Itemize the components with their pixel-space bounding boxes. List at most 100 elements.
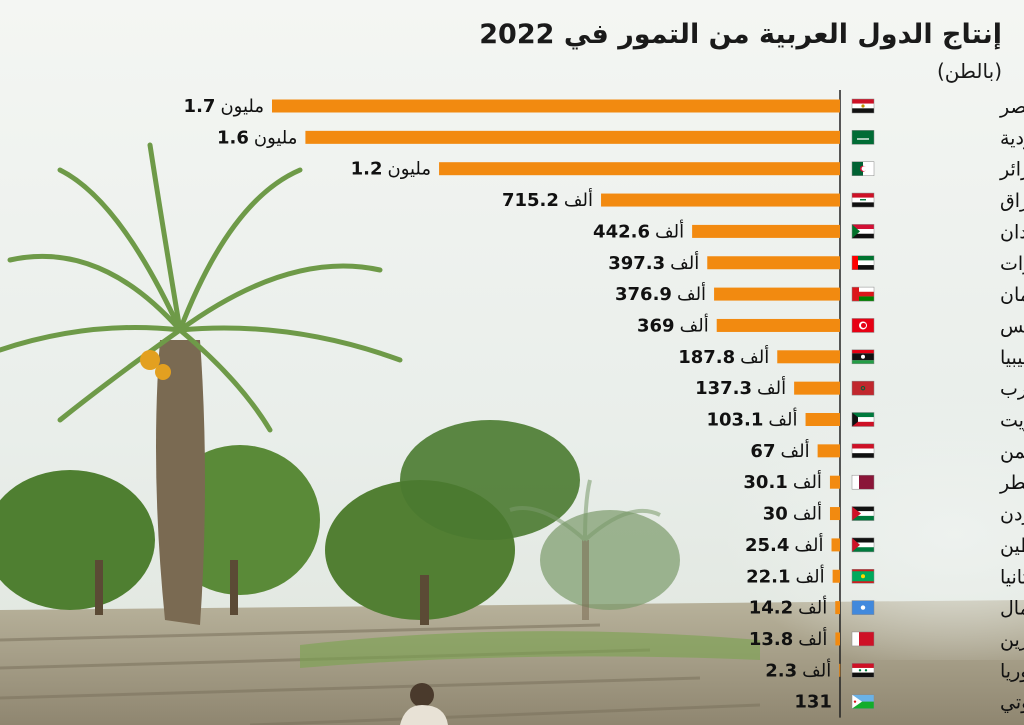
bar	[839, 663, 841, 677]
jordan-flag-icon	[851, 506, 875, 521]
chart-title: إنتاج الدول العربية من التمور في 2022	[479, 19, 1002, 50]
value-number: 30.1	[743, 472, 787, 493]
bar	[714, 287, 840, 301]
tunisia-flag-icon	[851, 318, 875, 333]
djibouti-flag-icon	[851, 694, 875, 709]
bar	[777, 350, 840, 364]
value-number: 369	[637, 315, 675, 336]
value-number: 1.7	[184, 96, 216, 117]
value-unit: ألف	[740, 345, 769, 368]
value-label: 442.6 ألف	[593, 219, 684, 242]
palestine-flag-icon	[851, 537, 875, 553]
bar	[831, 538, 840, 552]
bar	[305, 130, 841, 144]
value-number: 187.8	[678, 347, 735, 368]
value-unit: ألف	[768, 408, 797, 431]
value-unit: مليون	[254, 127, 298, 148]
country-label: الإمارات	[1000, 253, 1024, 275]
value-label: 22.1 ألف	[746, 564, 825, 587]
value-unit: ألف	[798, 596, 827, 619]
value-unit: ألف	[794, 533, 823, 556]
mauritania-flag-icon	[851, 569, 875, 584]
algeria-flag-icon	[851, 161, 875, 176]
country-label: سوريا	[1000, 660, 1024, 682]
morocco-flag-icon	[851, 380, 875, 396]
qatar-flag-icon	[851, 474, 875, 490]
bar	[805, 413, 840, 426]
value-label: 14.2 ألف	[749, 596, 828, 619]
value-unit: ألف	[670, 251, 699, 274]
country-label: موريتانيا	[1000, 566, 1024, 588]
kuwait-flag-icon	[851, 412, 875, 427]
value-label: 2.3 ألف	[765, 658, 831, 681]
country-label: العراق	[1000, 190, 1024, 212]
bar-row: 131 جيبوتي	[794, 692, 1024, 714]
bar	[272, 99, 840, 113]
value-label: 1.7 مليون	[184, 96, 264, 117]
bar	[601, 193, 840, 207]
value-unit: ألف	[655, 219, 684, 242]
value-label: 397.3 ألف	[608, 251, 699, 274]
bar	[835, 601, 840, 615]
egypt-flag-icon	[851, 98, 875, 114]
farmer-figure	[400, 683, 448, 725]
value-number: 442.6	[593, 221, 650, 242]
value-number: 397.3	[608, 253, 665, 274]
uae-flag-icon	[851, 255, 875, 270]
value-number: 25.4	[745, 535, 789, 556]
sudan-flag-icon	[851, 224, 875, 239]
country-label: الصومال	[1000, 598, 1024, 620]
country-label: الأردن	[1000, 503, 1024, 526]
value-number: 103.1	[706, 410, 763, 431]
country-label: قطر	[999, 472, 1024, 494]
value-label: 103.1 ألف	[706, 408, 797, 431]
country-label: السعودية	[1000, 127, 1024, 149]
value-label: 1.6 مليون	[217, 127, 297, 148]
value-number: 67	[750, 441, 775, 462]
value-number: 14.2	[749, 598, 793, 619]
value-number: 137.3	[695, 378, 752, 399]
value-number: 1.2	[351, 159, 383, 180]
country-label: مصر	[999, 96, 1024, 118]
value-unit: ألف	[795, 564, 824, 587]
country-label: ليبيا	[1000, 347, 1024, 369]
value-unit: ألف	[793, 470, 822, 493]
value-number: 376.9	[615, 284, 672, 305]
chart-subtitle: (بالطن)	[937, 59, 1002, 83]
value-number: 715.2	[502, 190, 559, 211]
country-label: تونس	[1000, 315, 1024, 337]
bar	[829, 507, 840, 521]
value-unit: ألف	[793, 502, 822, 525]
bar	[692, 224, 840, 238]
value-unit: ألف	[780, 439, 809, 462]
value-label: 13.8 ألف	[749, 627, 828, 650]
bar	[832, 569, 840, 583]
value-label: 369 ألف	[637, 313, 709, 336]
country-label: فلسطين	[1000, 535, 1024, 557]
value-unit: ألف	[564, 188, 593, 211]
value-number: 30	[763, 504, 788, 525]
value-number: 2.3	[765, 660, 797, 681]
value-unit: ألف	[798, 627, 827, 650]
value-unit: ألف	[757, 376, 786, 399]
value-label: 1.2 مليون	[351, 159, 431, 180]
bar	[439, 162, 840, 176]
value-unit: ألف	[802, 658, 831, 681]
oman-flag-icon	[851, 286, 875, 302]
palm-tree	[0, 142, 403, 625]
country-label: السودان	[1000, 221, 1024, 243]
bar	[829, 475, 840, 489]
yemen-flag-icon	[851, 443, 875, 459]
